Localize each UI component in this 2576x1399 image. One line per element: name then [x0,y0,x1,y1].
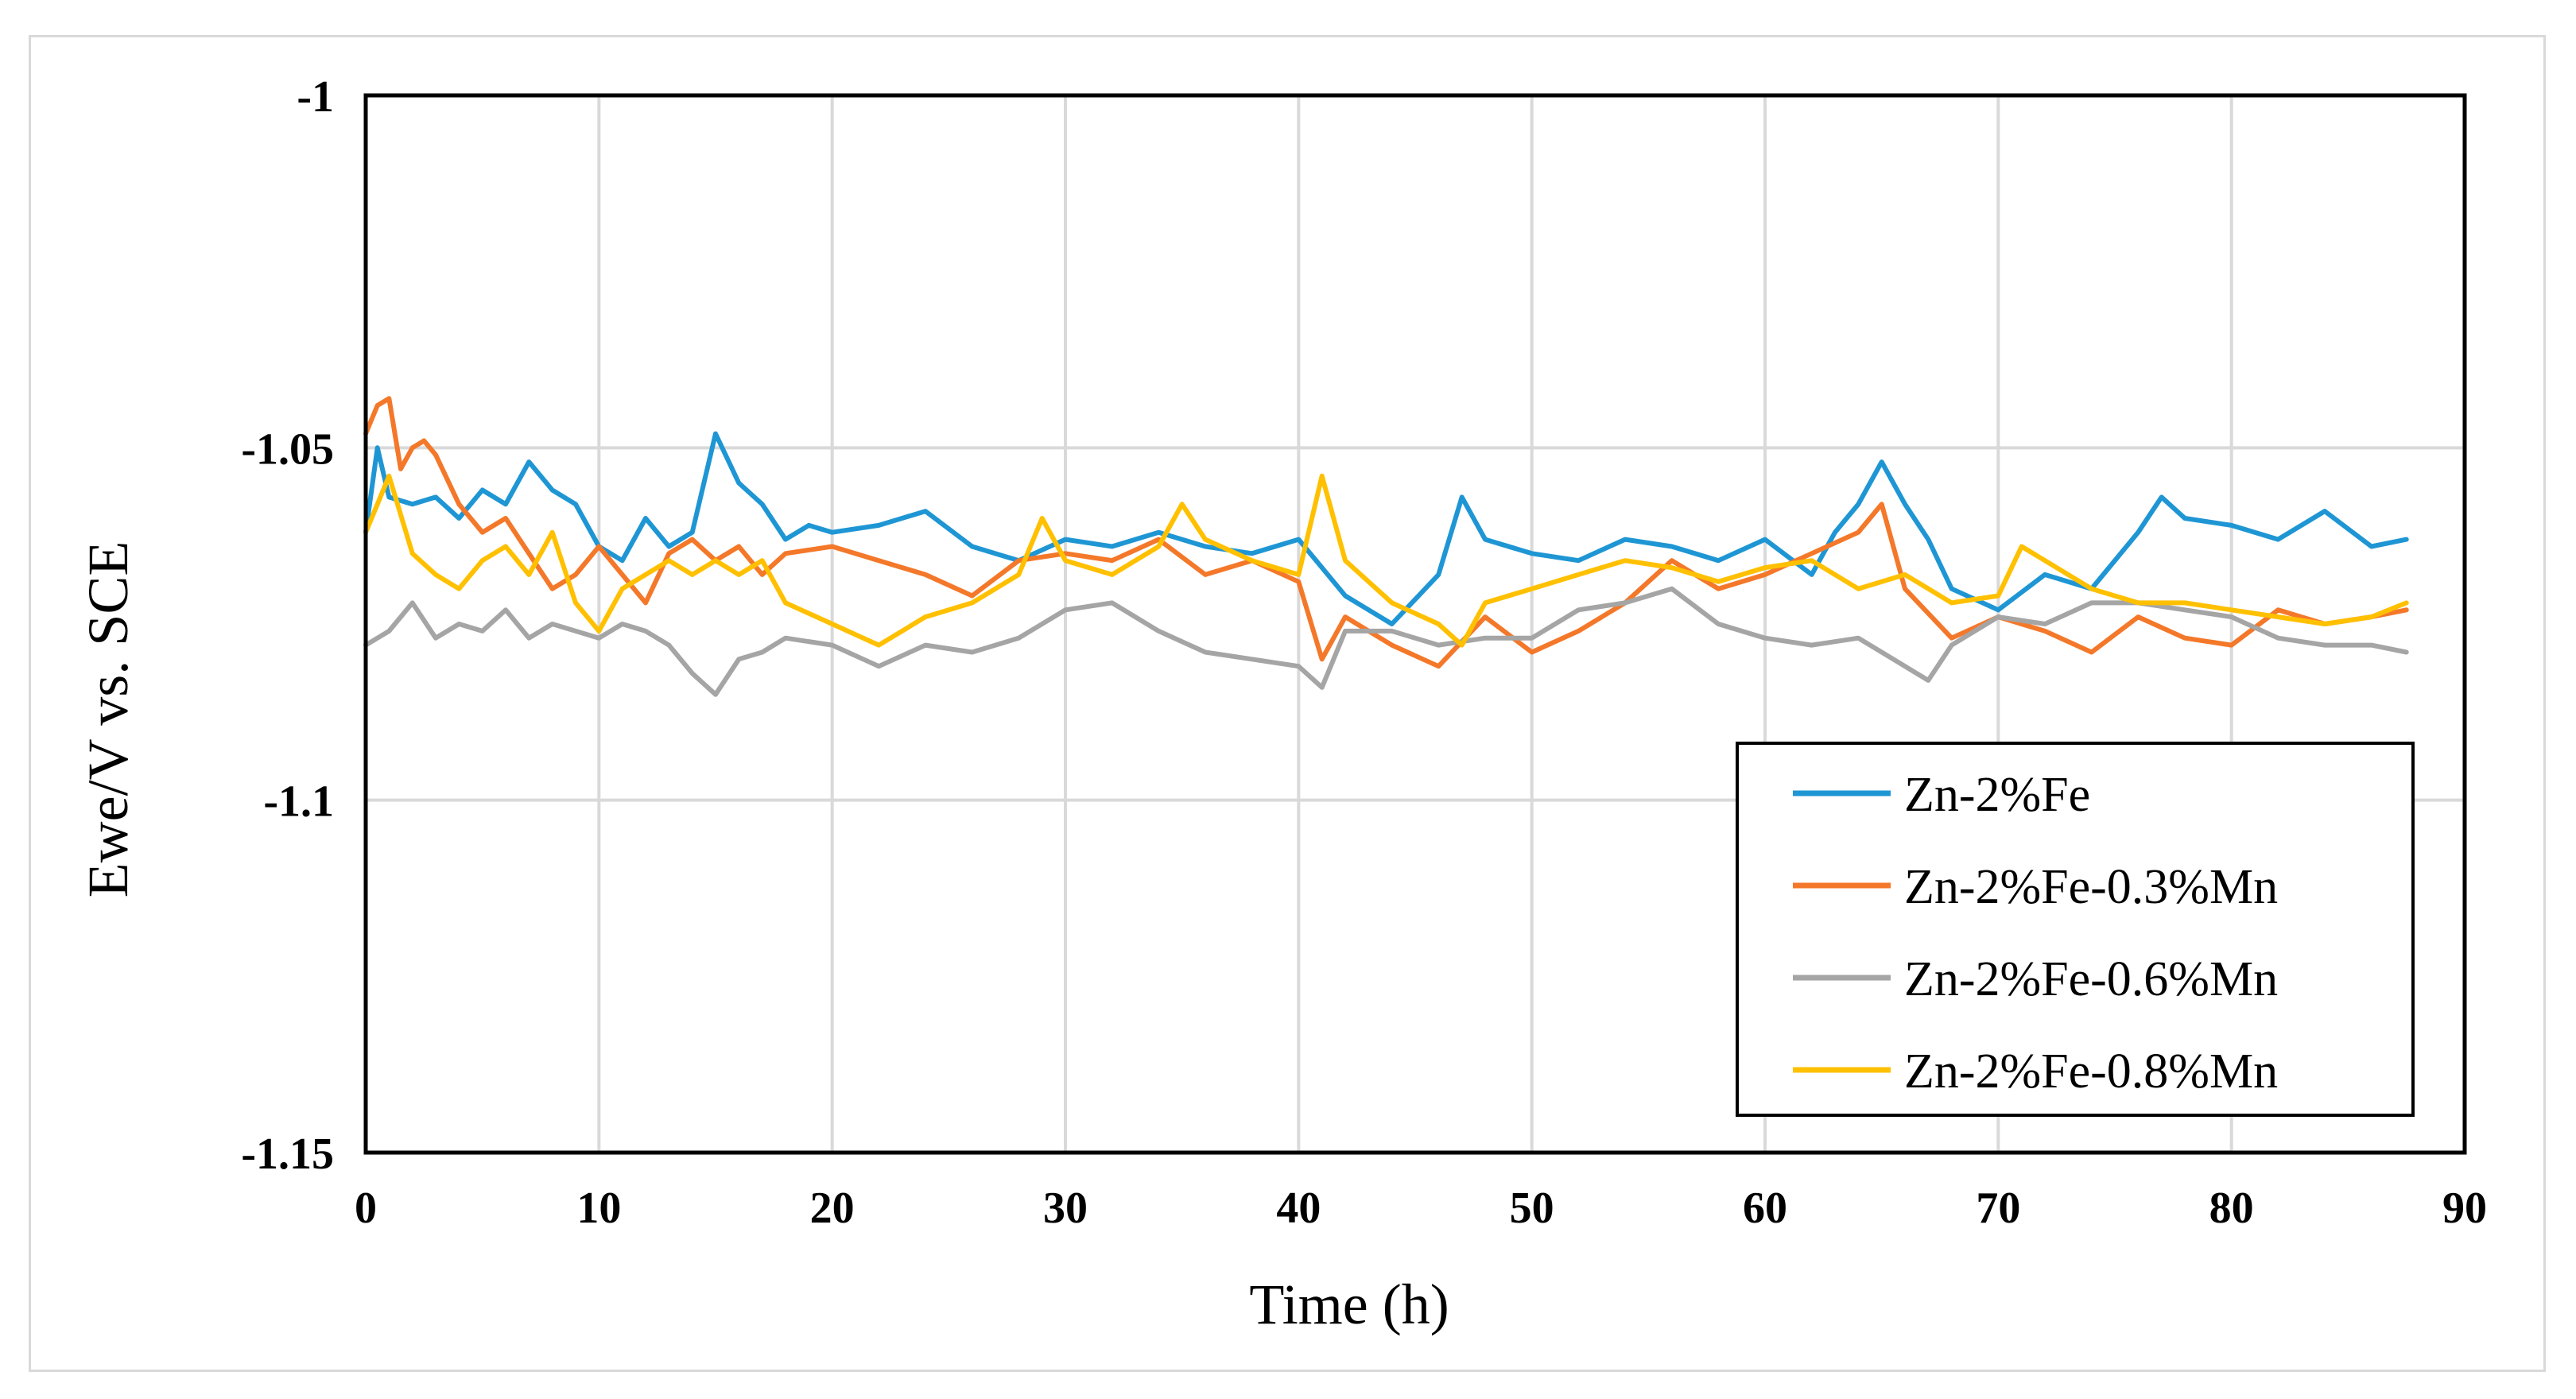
series-line-zn-2-fe-0-8-mn [363,473,2409,648]
y-tick-label: -1.05 [241,424,334,474]
legend-entry-label: Zn-2%Fe-0.8%Mn [1904,1044,2278,1099]
y-axis-title: Ewe/V vs. SCE [76,541,140,898]
plot-area-border [363,93,2467,1155]
x-axis-ticks: 0 10 20 30 40 50 60 70 80 90 [355,1184,2487,1233]
legend-entry-label: Zn-2%Fe-0.3%Mn [1904,860,2278,914]
y-tick-label: -1.1 [263,777,334,827]
y-tick-label: -1.15 [241,1130,334,1179]
series-lines [363,396,2409,697]
chart-frame [29,35,2546,1372]
x-tick-label: 80 [2209,1184,2254,1233]
legend-box [1736,742,2415,1117]
x-axis-title: Time (h) [1249,1273,1449,1336]
x-tick-label: 60 [1743,1184,1787,1233]
y-axis-ticks: -1 -1.05 -1.1 -1.15 [241,72,334,1179]
series-line-zn-2-fe [363,431,2409,626]
x-tick-label: 40 [1276,1184,1321,1233]
x-tick-label: 50 [1510,1184,1554,1233]
legend-entry-label: Zn-2%Fe-0.6%Mn [1904,952,2278,1006]
legend-entry-label: Zn-2%Fe [1904,768,2090,822]
x-tick-label: 30 [1043,1184,1088,1233]
series-line-zn-2-fe-0-6-mn [363,586,2409,697]
x-tick-label: 90 [2442,1184,2487,1233]
series-line-zn-2-fe-0-3-mn [363,396,2409,669]
x-tick-label: 70 [1976,1184,2020,1233]
x-tick-label: 0 [355,1184,377,1233]
x-tick-label: 10 [576,1184,621,1233]
y-tick-label: -1 [297,72,334,122]
x-tick-label: 20 [810,1184,855,1233]
legend: Zn-2%Fe Zn-2%Fe-0.3%Mn Zn-2%Fe-0.6%Mn Zn-2%… [1736,742,2415,1117]
